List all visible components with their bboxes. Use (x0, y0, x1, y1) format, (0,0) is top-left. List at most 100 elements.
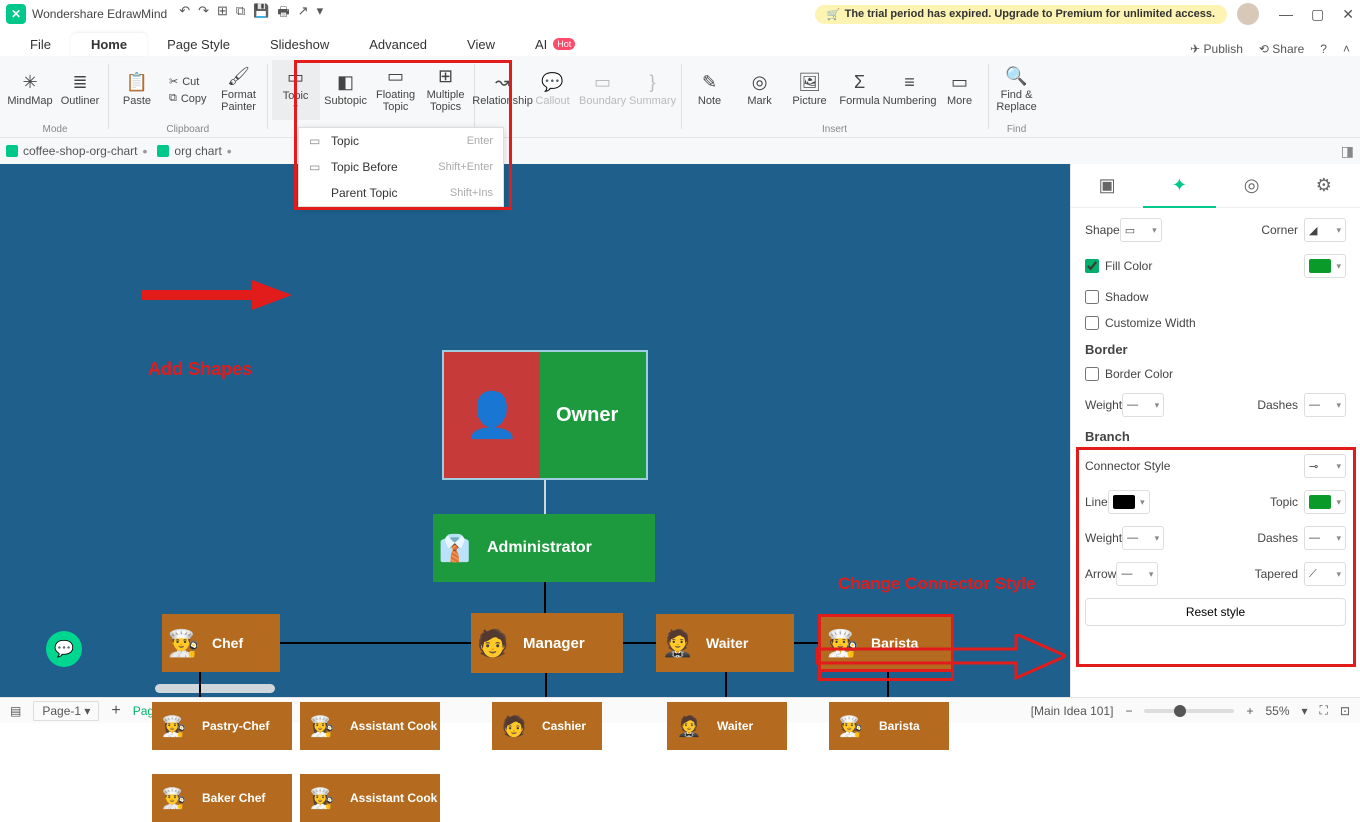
canvas[interactable]: Add Shapes Change Connector Style 👤 Owne… (0, 164, 1070, 697)
callout-button[interactable]: 💬Callout (529, 60, 577, 120)
find-replace-button[interactable]: 🔍Find &Replace (993, 60, 1041, 120)
boundary-button[interactable]: ▭Boundary (579, 60, 627, 120)
node-cashier[interactable]: 🧑Cashier (492, 702, 602, 750)
trial-banner[interactable]: 🛒 The trial period has expired. Upgrade … (815, 5, 1227, 24)
dashes-combo[interactable]: —▾ (1304, 393, 1346, 417)
menu-advanced[interactable]: Advanced (349, 33, 447, 56)
pages-icon[interactable]: ▤ (10, 704, 21, 718)
mindmap-button[interactable]: ✳MindMap (6, 60, 54, 120)
redo-icon[interactable]: ↷ (198, 3, 209, 25)
tapered-combo[interactable]: ⟋▾ (1304, 562, 1346, 586)
line-combo[interactable]: ▾ (1108, 490, 1150, 514)
new-icon[interactable]: ⊞ (217, 3, 228, 25)
more-button[interactable]: ▭More (936, 60, 984, 120)
add-page-icon[interactable]: + (111, 702, 120, 720)
node-chef[interactable]: 👨‍🍳Chef (162, 614, 280, 672)
fit-icon[interactable]: ⊡ (1340, 704, 1350, 718)
quick-access-toolbar: ↶ ↷ ⊞ ⧉ 💾 🖶 ↗ ▾ (179, 3, 323, 25)
menu-home[interactable]: Home (71, 33, 147, 56)
node-ac2[interactable]: 👩‍🍳Assistant Cook (300, 774, 440, 822)
mark-button[interactable]: ◎Mark (736, 60, 784, 120)
dashes2-combo[interactable]: —▾ (1304, 526, 1346, 550)
rp-tab-style[interactable]: ✦ (1143, 164, 1215, 208)
node-waiter[interactable]: 🤵Waiter (656, 614, 794, 672)
node-barista2[interactable]: 🧑‍🍳Barista (829, 702, 949, 750)
picture-button[interactable]: 🖼Picture (786, 60, 834, 120)
menu-page-style[interactable]: Page Style (147, 33, 250, 56)
open-icon[interactable]: ⧉ (236, 3, 245, 25)
share-button[interactable]: ⟲ Share (1259, 42, 1304, 56)
w2-icon: 🤵 (667, 704, 711, 748)
copy-button[interactable]: ⧉ Copy (163, 90, 213, 107)
print-icon[interactable]: 🖶 (277, 3, 289, 25)
fill-combo[interactable]: ▾ (1304, 254, 1346, 278)
zoom-slider[interactable] (1144, 709, 1234, 713)
export-icon[interactable]: ↗ (298, 3, 309, 25)
save-icon[interactable]: 💾 (253, 3, 269, 25)
dd-topic[interactable]: ▭TopicEnter (299, 128, 503, 154)
note-button[interactable]: ✎Note (686, 60, 734, 120)
rp-tab-settings[interactable]: ⚙ (1288, 164, 1360, 208)
avatar[interactable] (1237, 3, 1259, 25)
fullscreen-icon[interactable]: ⛶ (1320, 703, 1328, 718)
node-admin[interactable]: 👔 Administrator (433, 514, 655, 582)
relationship-button[interactable]: ↝Relationship (479, 60, 527, 120)
minimize-icon[interactable]: — (1279, 6, 1293, 23)
arrow-combo[interactable]: —▾ (1116, 562, 1158, 586)
node-owner[interactable]: 👤 Owner (442, 350, 648, 480)
format-painter-button[interactable]: 🖌FormatPainter (215, 60, 263, 120)
weight2-combo[interactable]: —▾ (1122, 526, 1164, 550)
page-selector[interactable]: Page-1 ▾ (33, 701, 99, 721)
subtopic-button[interactable]: ◧Subtopic (322, 60, 370, 120)
fill-check[interactable]: Fill Color (1085, 259, 1152, 273)
zoom-in-icon[interactable]: + (1246, 704, 1253, 718)
panel-toggle-icon[interactable]: ◨ (1341, 143, 1354, 160)
zoom-out-icon[interactable]: − (1125, 704, 1132, 718)
floating-topic-button[interactable]: ▭FloatingTopic (372, 60, 420, 120)
corner-combo[interactable]: ◢▾ (1304, 218, 1346, 242)
menu-view[interactable]: View (447, 33, 515, 56)
rp-tab-layout[interactable]: ▣ (1071, 164, 1143, 208)
undo-icon[interactable]: ↶ (179, 3, 190, 25)
menu-file[interactable]: File (10, 33, 71, 56)
zoom-dropdown-icon[interactable]: ▾ (1302, 704, 1308, 718)
reset-style-button[interactable]: Reset style (1085, 598, 1346, 626)
help-icon[interactable]: ? (1320, 42, 1327, 56)
node-pastry-chef[interactable]: 👩‍🍳Pastry-Chef (152, 702, 292, 750)
outliner-button[interactable]: ≣Outliner (56, 60, 104, 120)
formula-button[interactable]: ΣFormula (836, 60, 884, 120)
b2-icon: 🧑‍🍳 (829, 704, 873, 748)
cstyle-combo[interactable]: ⊸▾ (1304, 454, 1346, 478)
doc-tab-1[interactable]: coffee-shop-org-chart• (6, 143, 147, 159)
custw-check[interactable]: Customize Width (1085, 316, 1196, 330)
summary-button[interactable]: }Summary (629, 60, 677, 120)
node-baker-chef[interactable]: 👨‍🍳Baker Chef (152, 774, 292, 822)
menu-slideshow[interactable]: Slideshow (250, 33, 349, 56)
close-icon[interactable]: ✕ (1342, 6, 1354, 23)
cut-button[interactable]: ✂ Cut (163, 73, 213, 90)
bcolor-check[interactable]: Border Color (1085, 367, 1173, 381)
waiter-label: Waiter (706, 635, 748, 651)
topic-combo[interactable]: ▾ (1304, 490, 1346, 514)
dd-parent-topic[interactable]: Parent TopicShift+Ins (299, 180, 503, 206)
numbering-button[interactable]: ≡Numbering (886, 60, 934, 120)
rp-tab-location[interactable]: ◎ (1216, 164, 1288, 208)
shadow-check[interactable]: Shadow (1085, 290, 1148, 304)
collapse-ribbon-icon[interactable]: ˄ (1343, 42, 1350, 56)
dd-topic-before[interactable]: ▭Topic BeforeShift+Enter (299, 154, 503, 180)
maximize-icon[interactable]: ▢ (1311, 6, 1324, 23)
shape-combo[interactable]: ▭▾ (1120, 218, 1162, 242)
multiple-topics-button[interactable]: ⊞MultipleTopics (422, 60, 470, 120)
doc-tab-2[interactable]: org chart• (157, 143, 231, 159)
node-ac1[interactable]: 👩‍🍳Assistant Cook (300, 702, 440, 750)
pc-label: Pastry-Chef (202, 719, 269, 733)
paste-button[interactable]: 📋Paste (113, 60, 161, 120)
node-manager[interactable]: 🧑Manager (471, 613, 623, 673)
weight-combo[interactable]: —▾ (1122, 393, 1164, 417)
cash-label: Cashier (542, 719, 586, 733)
topic-button[interactable]: ▭Topic▾ (272, 60, 320, 120)
qat-more-icon[interactable]: ▾ (317, 3, 324, 25)
node-waiter2[interactable]: 🤵Waiter (667, 702, 787, 750)
publish-button[interactable]: ✈ Publish (1190, 42, 1243, 56)
admin-label: Administrator (487, 539, 592, 557)
